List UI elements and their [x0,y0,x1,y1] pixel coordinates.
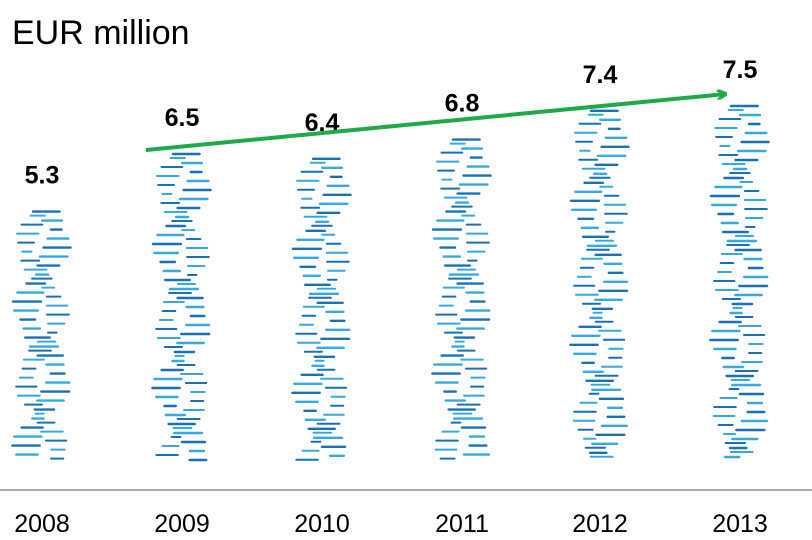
y-axis-unit-label: EUR million [12,14,190,52]
bar-2011 [431,138,492,460]
bars-group [11,104,770,462]
x-tick-labels-group: 2008 2009 2010 2011 2012 2013 [14,510,768,538]
value-label-2011: 6.8 [445,90,480,118]
x-tick-label-2008: 2008 [14,510,70,538]
value-label-2012: 7.4 [583,61,618,89]
value-label-2008: 5.3 [25,162,60,190]
value-labels-group: 5.36.5 6.46.87.4 7.5 [25,56,758,190]
bar-2012 [569,109,630,458]
x-tick-label-2012: 2012 [572,510,628,538]
x-tick-label-2009: 2009 [154,510,210,538]
x-tick-label-2011: 2011 [435,510,489,538]
bar-2010 [291,157,352,461]
bar-2009 [151,152,212,462]
value-label-2009: 6.5 [165,104,200,132]
value-label-2013: 7.5 [723,56,758,84]
bar-2008 [11,210,72,460]
x-tick-label-2013: 2013 [712,510,768,538]
bar-2013 [709,104,770,459]
growth-trend-arrow [145,94,726,152]
x-tick-label-2010: 2010 [294,510,350,538]
